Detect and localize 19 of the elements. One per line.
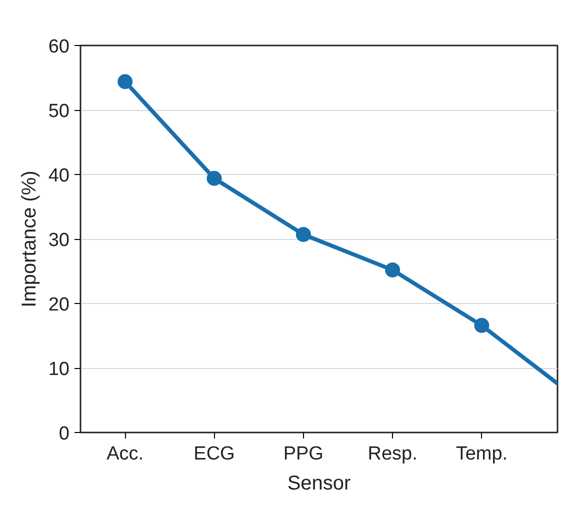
point — [206, 170, 222, 186]
x-axis-title: Sensor — [287, 472, 352, 494]
y-tick-label: 40 — [48, 166, 70, 186]
y-axis-title: Importance (%) — [18, 170, 40, 308]
x-tick-label: PPG — [283, 444, 324, 464]
point — [296, 227, 311, 242]
y-tick-label: 0 — [58, 424, 70, 444]
y-tick-label: 10 — [48, 359, 70, 380]
y-tick-label: 30 — [48, 230, 70, 251]
y-tick-label: 60 — [48, 36, 70, 58]
point — [118, 74, 133, 90]
x-tick-label: ECG — [194, 444, 235, 464]
point — [385, 262, 400, 278]
x-tick-label: Acc. — [106, 444, 144, 464]
x-tick-label: Resp. — [368, 444, 418, 464]
x-tick-label: Temp. — [456, 444, 508, 464]
y-tick-label: 50 — [48, 101, 70, 122]
point — [474, 318, 490, 333]
y-tick-label: 20 — [48, 294, 70, 316]
